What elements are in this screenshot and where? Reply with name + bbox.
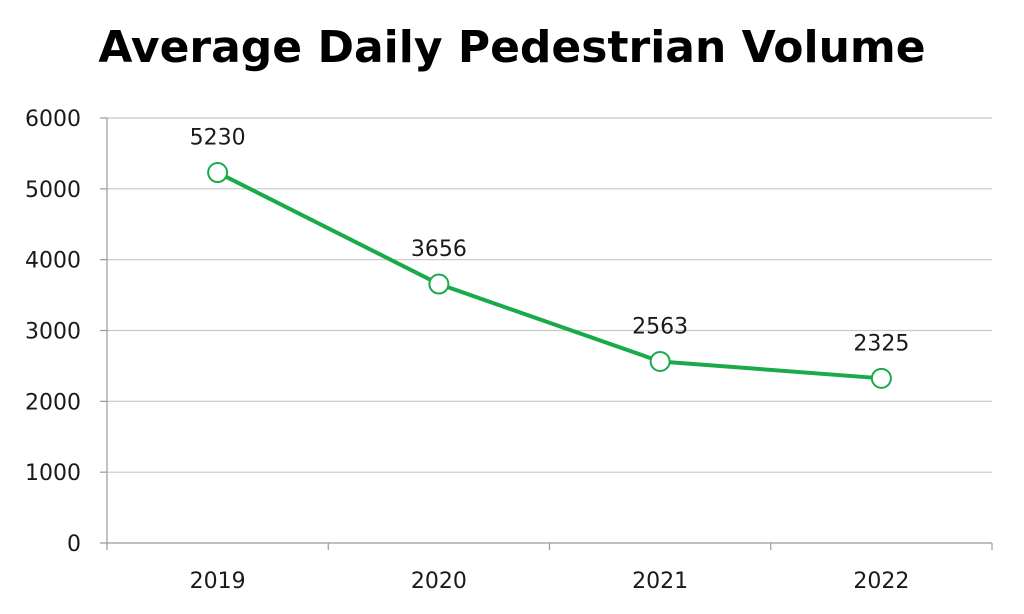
x-axis-ticks: 2019 2020 2021 2022: [190, 569, 910, 594]
axes: [100, 117, 993, 550]
data-label: 2563: [632, 314, 688, 339]
x-tick-label: 2022: [853, 569, 909, 594]
chart-title: Average Daily Pedestrian Volume: [98, 22, 926, 73]
series-markers: [207, 162, 892, 389]
data-point-marker: [649, 350, 671, 372]
y-axis-ticks: 0 1000 2000 3000 4000 5000 6000: [25, 107, 81, 557]
y-tick-label: 0: [67, 532, 81, 557]
y-tick-label: 6000: [25, 107, 81, 132]
y-tick-label: 1000: [25, 461, 81, 486]
y-tick-label: 5000: [25, 178, 81, 203]
gridlines: [107, 117, 992, 473]
x-tick-label: 2019: [190, 569, 246, 594]
data-point-marker: [207, 162, 229, 184]
data-point-marker: [428, 273, 450, 295]
y-tick-label: 3000: [25, 320, 81, 345]
x-tick-label: 2020: [411, 569, 467, 594]
data-label: 2325: [853, 331, 909, 356]
data-point-marker: [870, 367, 892, 389]
data-label: 3656: [411, 237, 467, 262]
x-tick-label: 2021: [632, 569, 688, 594]
y-tick-label: 2000: [25, 390, 81, 415]
data-label: 5230: [190, 126, 246, 151]
y-tick-label: 4000: [25, 249, 81, 274]
series-line: [215, 170, 884, 381]
series-line-path: [215, 170, 884, 381]
data-labels: 5230 3656 2563 2325: [190, 126, 910, 357]
